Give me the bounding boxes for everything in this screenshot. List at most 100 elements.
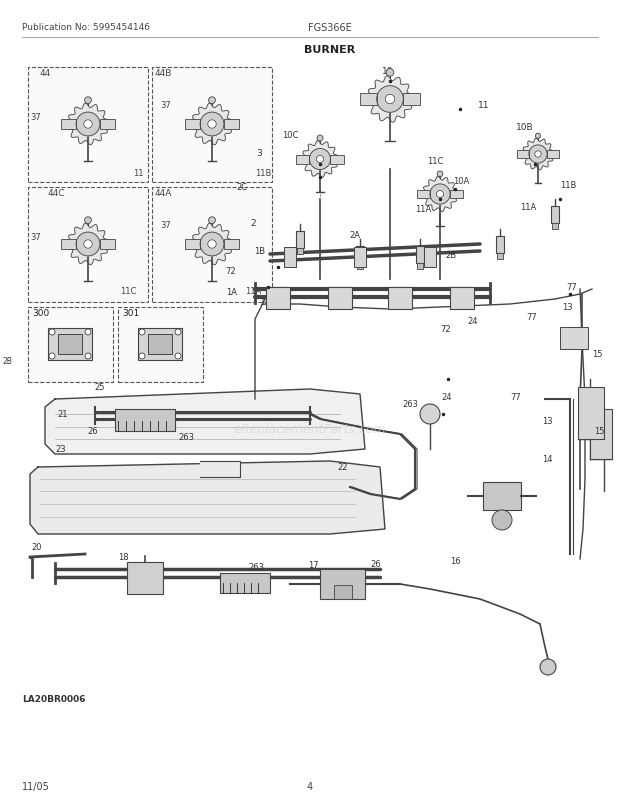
Circle shape (536, 134, 541, 140)
Bar (100, 119, 115, 130)
Bar (358, 263, 363, 270)
Polygon shape (302, 141, 339, 178)
Text: 11A: 11A (520, 203, 536, 213)
Circle shape (386, 70, 394, 77)
Bar (320, 569, 365, 599)
Text: 44B: 44B (155, 70, 172, 79)
Text: 44A: 44A (155, 189, 172, 198)
Bar (148, 334, 172, 354)
Text: 1B: 1B (254, 247, 265, 256)
Polygon shape (367, 77, 413, 123)
Bar (138, 329, 182, 361)
Bar (185, 119, 200, 130)
Text: 18: 18 (118, 553, 128, 561)
Bar (578, 387, 604, 439)
Bar (388, 288, 412, 310)
Circle shape (200, 113, 224, 136)
Circle shape (540, 659, 556, 675)
Circle shape (84, 98, 91, 104)
Circle shape (208, 241, 216, 249)
Bar (28, 188, 148, 302)
Circle shape (385, 95, 395, 104)
Text: 72: 72 (440, 325, 451, 334)
Text: 2C: 2C (237, 184, 248, 192)
Circle shape (377, 87, 403, 113)
Circle shape (208, 98, 215, 104)
Text: 24: 24 (467, 317, 477, 326)
Text: 77: 77 (510, 393, 521, 402)
Circle shape (420, 404, 440, 424)
Text: 44C: 44C (48, 189, 66, 198)
Circle shape (430, 184, 450, 205)
Text: 1A: 1A (226, 288, 237, 297)
Text: 11: 11 (133, 169, 143, 178)
Text: 16: 16 (450, 557, 461, 565)
Bar (224, 119, 239, 130)
Polygon shape (45, 390, 365, 455)
Bar (152, 68, 272, 183)
Bar (354, 248, 366, 268)
Bar (152, 188, 272, 302)
Text: 11B: 11B (255, 169, 272, 178)
Text: 1: 1 (260, 298, 266, 307)
Circle shape (436, 191, 443, 198)
Text: 11/05: 11/05 (22, 781, 50, 791)
Bar (417, 190, 430, 199)
Bar (185, 240, 200, 249)
Text: 263: 263 (178, 433, 194, 442)
Circle shape (317, 136, 323, 142)
Text: eReplacementParts.com: eReplacementParts.com (234, 423, 386, 436)
Bar (483, 482, 521, 510)
Bar (547, 151, 559, 159)
Text: 24: 24 (441, 393, 452, 402)
Circle shape (492, 510, 512, 530)
Bar (127, 562, 163, 594)
Text: 2: 2 (250, 219, 256, 229)
Bar (517, 151, 529, 159)
Bar (356, 246, 364, 263)
Text: 11: 11 (478, 101, 490, 111)
Circle shape (76, 113, 100, 136)
Text: 11C: 11C (427, 157, 443, 166)
Text: 17: 17 (308, 561, 319, 569)
Polygon shape (200, 461, 240, 477)
Bar (100, 240, 115, 249)
Bar (590, 410, 612, 460)
Polygon shape (191, 224, 232, 265)
Text: 3: 3 (256, 148, 262, 157)
Text: 37: 37 (30, 233, 41, 242)
Circle shape (175, 354, 181, 359)
Text: 11A: 11A (245, 287, 261, 296)
Text: 13: 13 (542, 417, 552, 426)
Circle shape (76, 233, 100, 257)
Bar (416, 246, 424, 263)
Circle shape (84, 241, 92, 249)
Bar (403, 94, 420, 106)
Text: 37: 37 (30, 113, 41, 123)
Text: 300: 300 (32, 309, 49, 318)
Bar (296, 156, 309, 164)
Text: 26: 26 (370, 560, 381, 569)
Polygon shape (522, 139, 554, 171)
Bar (115, 410, 175, 431)
Text: 13: 13 (562, 303, 573, 312)
Circle shape (208, 120, 216, 129)
Circle shape (208, 217, 215, 225)
Bar (496, 237, 504, 253)
Polygon shape (67, 224, 108, 265)
Circle shape (529, 146, 547, 164)
Text: Publication No: 5995454146: Publication No: 5995454146 (22, 23, 150, 32)
Circle shape (534, 152, 541, 158)
Bar (118, 308, 203, 383)
Polygon shape (67, 104, 108, 146)
Text: 37: 37 (160, 101, 171, 111)
Circle shape (139, 354, 145, 359)
Text: 37: 37 (160, 221, 171, 229)
Text: 72: 72 (226, 267, 236, 276)
Text: 10C: 10C (282, 132, 298, 140)
Text: FGS366E: FGS366E (308, 23, 352, 33)
Bar (284, 248, 296, 268)
Text: 77: 77 (566, 283, 577, 292)
Text: 11A: 11A (415, 205, 432, 214)
Bar (417, 263, 423, 270)
